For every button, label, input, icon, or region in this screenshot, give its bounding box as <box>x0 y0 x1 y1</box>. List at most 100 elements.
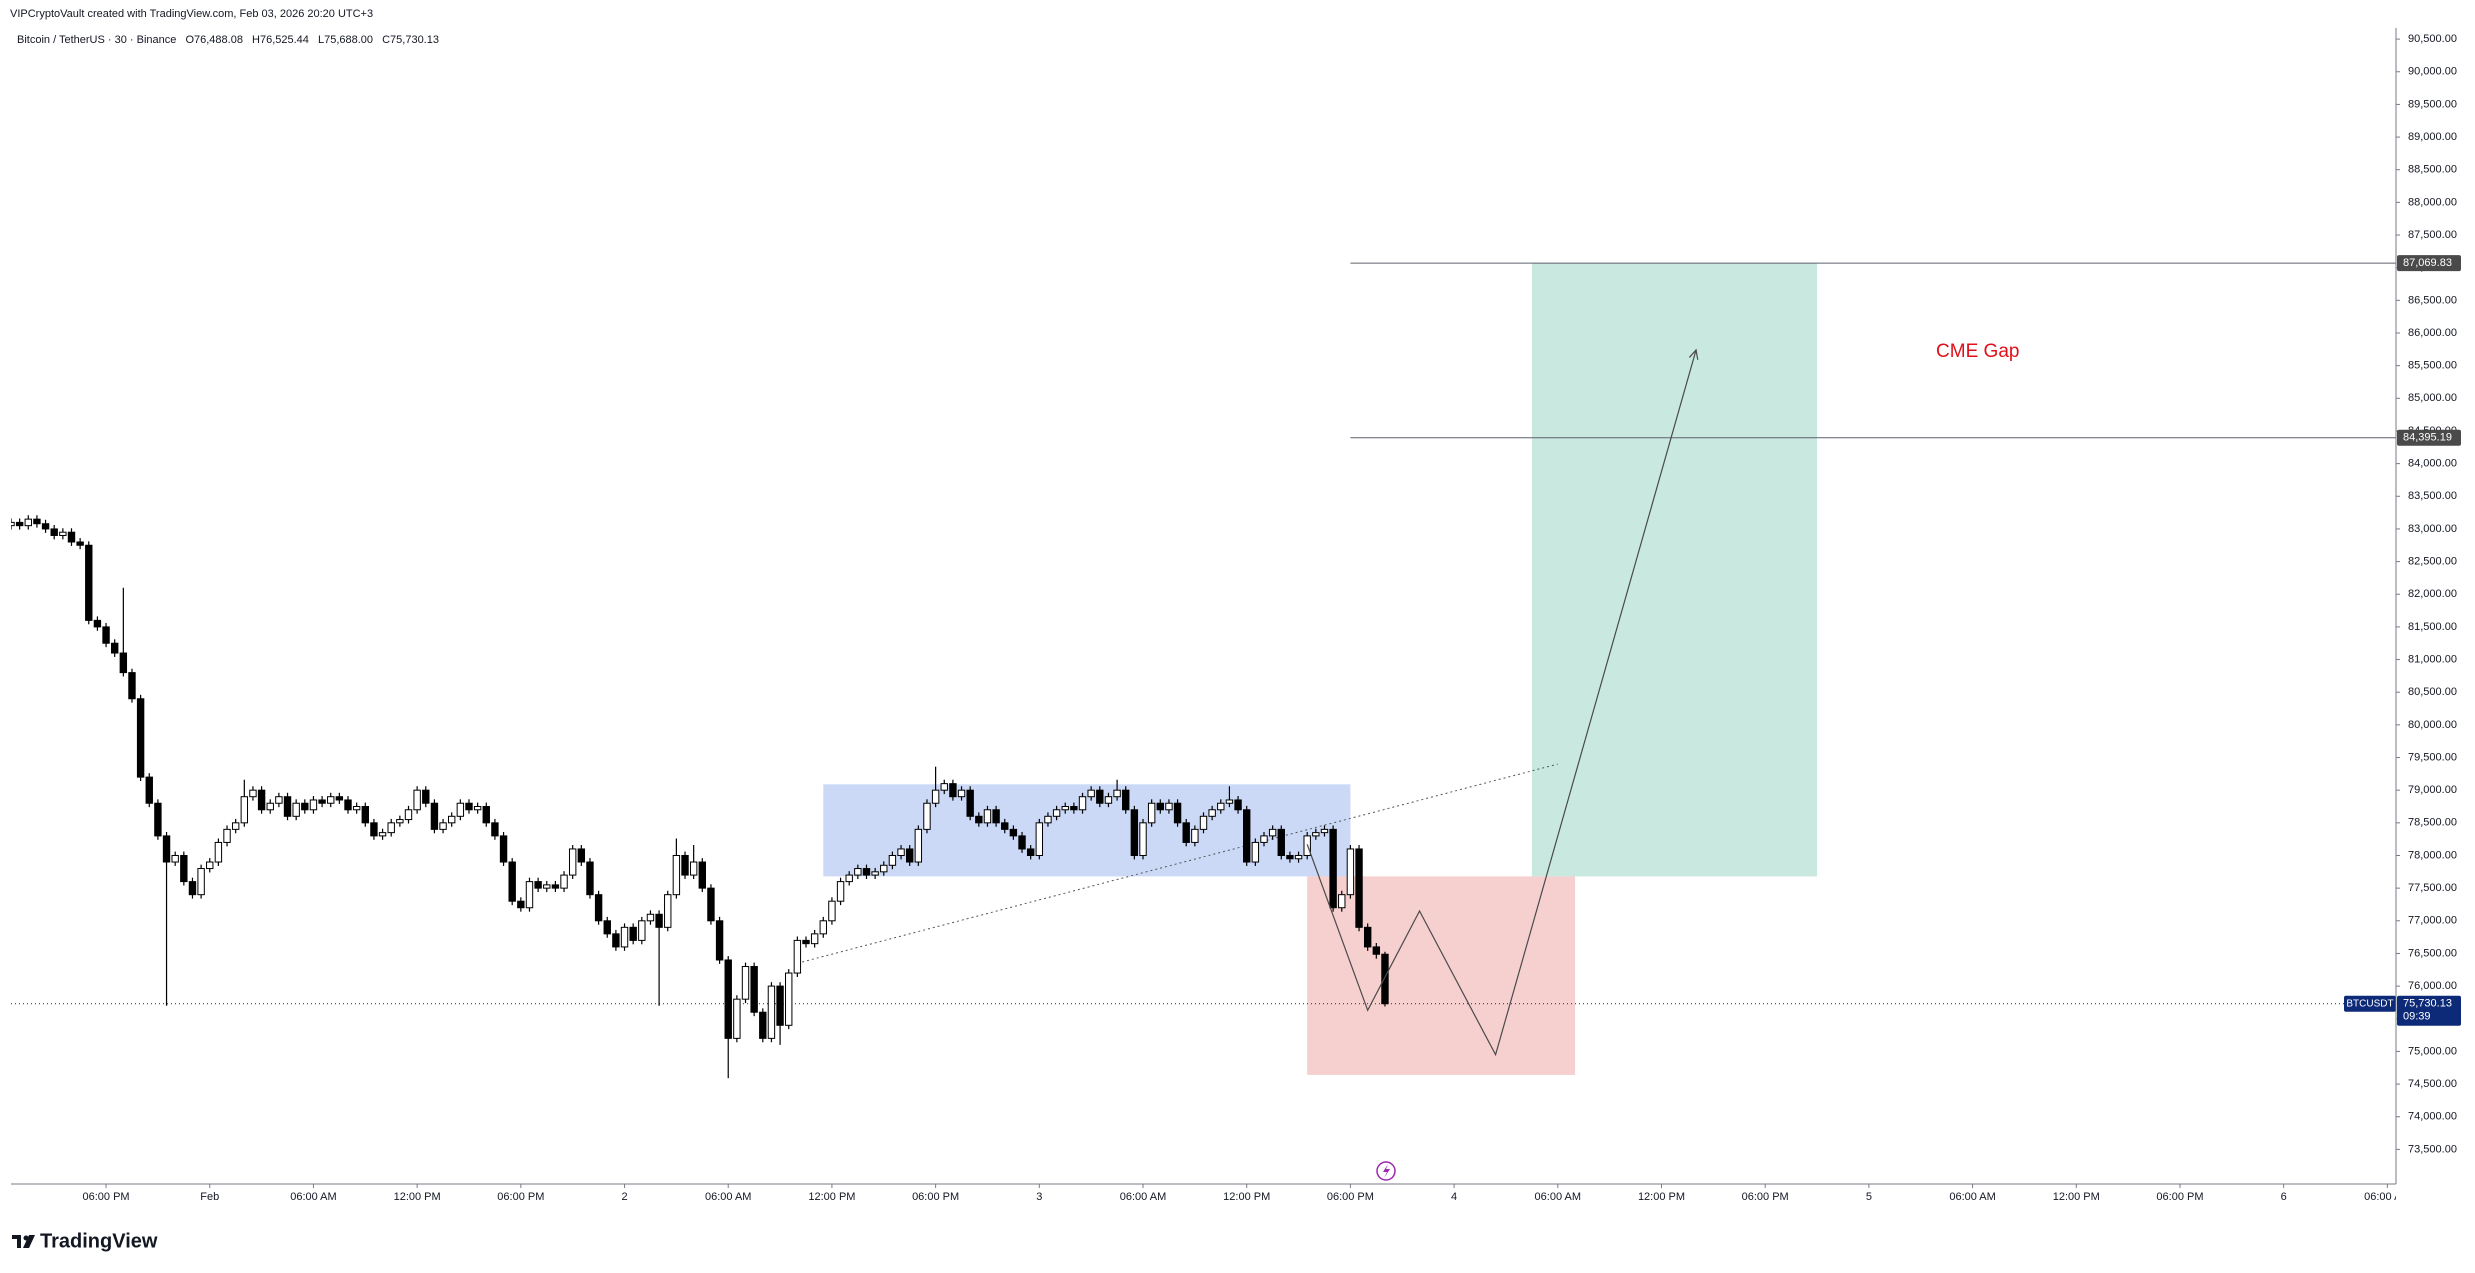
logo-bar <box>12 1235 21 1239</box>
x-tick-label: 06:00 PM <box>497 1191 544 1203</box>
candle-body <box>724 959 732 1039</box>
x-tick-label: 6 <box>2281 1191 2287 1203</box>
x-tick-label: 12:00 PM <box>1638 1191 1685 1203</box>
y-tick-label: 83,500.00 <box>2408 490 2457 502</box>
y-tick-label: 80,500.00 <box>2408 686 2457 698</box>
candle-body <box>396 819 404 824</box>
ohlc-low: L75,688.00 <box>318 34 373 46</box>
candle-body <box>136 698 145 778</box>
projection-arrowhead <box>1688 348 1699 360</box>
candle-body <box>880 864 888 873</box>
last-price-box <box>2397 995 2461 1026</box>
y-tick-label: 76,500.00 <box>2408 947 2457 959</box>
candle-body <box>41 523 50 530</box>
x-tick-label: 3 <box>1036 1191 1042 1203</box>
x-tick-label: 12:00 PM <box>2053 1191 2100 1203</box>
candle-body <box>473 806 482 811</box>
candle-body <box>543 884 551 889</box>
candle-body <box>1070 806 1078 811</box>
candle-body <box>923 802 931 830</box>
candle-body <box>1061 806 1069 811</box>
y-tick-label: 74,000.00 <box>2408 1111 2457 1123</box>
y-tick-label: 84,000.00 <box>2408 458 2457 470</box>
candle-body <box>162 835 171 863</box>
candle-body <box>1225 799 1234 804</box>
candle-body <box>404 809 413 821</box>
candle-body <box>231 822 240 830</box>
x-tick-label: 06:00 AM <box>1535 1191 1581 1203</box>
candle-body <box>741 966 750 1000</box>
y-tick-label: 89,000.00 <box>2408 131 2457 143</box>
x-tick-label: 06:00 AM <box>1949 1191 1995 1203</box>
x-tick-label: 06:00 AM <box>705 1191 751 1203</box>
candle-body <box>785 972 793 1026</box>
y-tick-label: 78,000.00 <box>2408 849 2457 861</box>
candle-body <box>508 861 516 902</box>
y-axis: 73,500.0074,000.0074,500.0075,000.0075,5… <box>2344 33 2461 1155</box>
y-tick-label: 78,500.00 <box>2408 817 2457 829</box>
y-tick-label: 90,500.00 <box>2408 33 2457 45</box>
candle-body <box>1286 854 1294 860</box>
candle-body <box>59 531 67 536</box>
candle-body <box>707 887 715 922</box>
candle-body <box>482 806 490 824</box>
candle-body <box>292 802 300 817</box>
candle-body <box>249 789 257 798</box>
candle-body <box>76 541 84 546</box>
candle-body <box>664 894 672 928</box>
x-tick-label: 06:00 PM <box>1742 1191 1789 1203</box>
symbol-box <box>2344 995 2396 1012</box>
candle-body <box>93 619 102 628</box>
candle-body <box>1329 828 1337 909</box>
candle-body <box>517 900 525 909</box>
zone <box>1531 263 1818 877</box>
candle-body <box>318 799 326 804</box>
candle-body <box>1001 822 1009 830</box>
candle-body <box>430 802 439 830</box>
candle-body <box>301 802 309 811</box>
candle-body <box>240 796 249 824</box>
candle-body <box>154 802 162 837</box>
x-tick-label: 06:00 PM <box>912 1191 959 1203</box>
zone <box>1307 876 1576 1075</box>
y-tick-label: 75,000.00 <box>2408 1045 2457 1057</box>
y-tick-label: 76,000.00 <box>2408 980 2457 992</box>
candle-body <box>378 832 387 837</box>
candle-body <box>188 881 197 896</box>
candle-body <box>1165 802 1173 811</box>
y-tick-label: 83,000.00 <box>2408 523 2457 535</box>
x-tick-label: 5 <box>1866 1191 1872 1203</box>
candle-body <box>1208 809 1216 817</box>
candle-body <box>1191 828 1199 843</box>
candle-body <box>335 796 344 801</box>
candle-body <box>560 874 568 889</box>
event-bolt <box>1383 1164 1390 1178</box>
candle-body <box>361 806 369 824</box>
y-tick-label: 86,000.00 <box>2408 327 2457 339</box>
candle-body <box>33 518 41 525</box>
candle-body <box>983 809 992 824</box>
x-tick-label: 2 <box>621 1191 627 1203</box>
candle-body <box>180 854 188 883</box>
candle-body <box>888 854 897 866</box>
candle-body <box>620 926 629 948</box>
candle-body <box>681 854 689 876</box>
candle-body <box>266 802 274 811</box>
symbol-label: BTCUSDT <box>2346 998 2393 1009</box>
candle-body <box>715 920 724 961</box>
candle-body <box>776 985 784 1026</box>
candle-body <box>67 531 76 543</box>
x-tick-label: 06:00 PM <box>1327 1191 1374 1203</box>
candle-body <box>767 985 776 1039</box>
x-tick-label: Feb <box>200 1191 219 1203</box>
x-tick-label: 06:00 PM <box>2156 1191 2203 1203</box>
candle-body <box>897 848 905 856</box>
candle-body <box>370 822 378 837</box>
candle-body <box>802 939 810 945</box>
candle-body <box>586 861 594 896</box>
candle-body <box>1338 894 1346 909</box>
y-tick-label: 73,500.00 <box>2408 1143 2457 1155</box>
candle-body <box>275 796 283 804</box>
